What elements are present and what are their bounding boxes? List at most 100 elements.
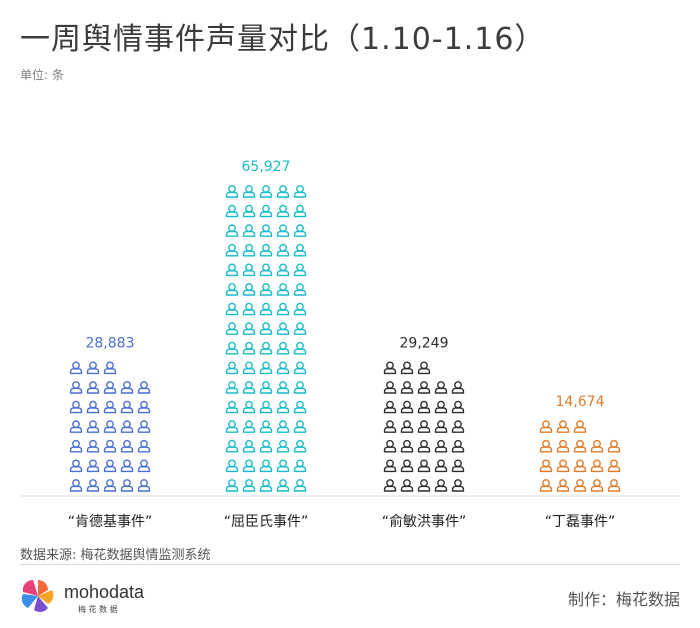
person-icon: [120, 439, 134, 453]
category-label: “屈臣氏事件”: [224, 514, 309, 530]
credit-text: 制作：梅花数据: [567, 590, 680, 609]
person-icon: [120, 459, 134, 473]
person-icon: [556, 439, 570, 453]
person-icon: [573, 439, 587, 453]
value-label: 28,883: [86, 335, 135, 351]
person-icon: [434, 400, 448, 414]
person-icon: [259, 243, 273, 257]
person-icon: [293, 479, 307, 492]
person-icon: [242, 283, 256, 296]
person-icon: [242, 204, 256, 218]
person-icon: [573, 420, 587, 433]
person-icon: [400, 459, 414, 473]
person-icon: [225, 400, 239, 414]
person-icon: [242, 420, 256, 433]
person-icon: [607, 479, 621, 492]
person-icon: [383, 381, 397, 394]
person-icon: [103, 361, 117, 375]
person-icon: [69, 400, 83, 414]
person-icon: [225, 283, 239, 296]
person-icon: [137, 381, 151, 394]
person-icon: [103, 439, 117, 453]
person-icon: [276, 263, 290, 277]
data-source: 数据来源: 梅花数据舆情监测系统: [20, 548, 211, 563]
person-icon: [259, 283, 273, 296]
person-icon: [400, 381, 414, 394]
person-icon: [225, 420, 239, 433]
person-icon: [417, 420, 431, 433]
person-icon: [242, 459, 256, 473]
person-icon: [86, 439, 100, 453]
person-icon: [276, 459, 290, 473]
person-icon: [417, 400, 431, 414]
person-icon: [434, 381, 448, 394]
person-icon: [276, 302, 290, 316]
person-icon: [573, 459, 587, 473]
person-icon: [293, 302, 307, 316]
person-icon: [293, 361, 307, 375]
person-icon: [293, 400, 307, 414]
person-icon: [451, 459, 465, 473]
person-icon: [293, 224, 307, 237]
person-icon: [276, 361, 290, 375]
person-icon: [242, 361, 256, 375]
person-icon: [242, 400, 256, 414]
person-icon: [383, 361, 397, 375]
person-icon: [86, 400, 100, 414]
person-icon: [103, 459, 117, 473]
person-icon: [434, 479, 448, 492]
person-icon: [556, 459, 570, 473]
person-icon: [242, 439, 256, 453]
person-icon: [293, 185, 307, 198]
person-icon: [120, 381, 134, 394]
person-icon: [69, 420, 83, 433]
person-icon: [434, 459, 448, 473]
person-icon: [293, 381, 307, 394]
person-icon: [276, 341, 290, 355]
person-icon: [293, 439, 307, 453]
person-icon: [86, 420, 100, 433]
pinwheel-icon: [21, 579, 54, 612]
person-icon: [225, 224, 239, 237]
category-label: “俞敏洪事件”: [382, 513, 467, 530]
person-icon: [259, 302, 273, 316]
person-icon: [120, 479, 134, 492]
person-icon: [276, 283, 290, 296]
person-icon: [69, 361, 83, 375]
person-icon: [103, 479, 117, 492]
unit-label: 单位: 条: [20, 68, 64, 82]
person-icon: [259, 204, 273, 218]
person-icon: [417, 439, 431, 453]
person-icon: [417, 479, 431, 492]
person-icon: [293, 341, 307, 355]
person-icon: [383, 459, 397, 473]
person-icon: [590, 459, 604, 473]
person-icon: [103, 420, 117, 433]
person-icon: [451, 479, 465, 492]
person-icon: [276, 439, 290, 453]
category-label: “丁磊事件”: [545, 514, 616, 530]
person-icon: [242, 479, 256, 492]
logo-subtitle: 梅 花 数 据: [78, 604, 118, 614]
person-icon: [225, 381, 239, 394]
person-icon: [434, 439, 448, 453]
chart-title: 一周舆情事件声量对比（1.10-1.16）: [20, 22, 546, 57]
person-icon: [103, 381, 117, 394]
person-icon: [137, 420, 151, 433]
person-icon: [539, 479, 553, 492]
person-icon: [573, 479, 587, 492]
person-icon: [242, 322, 256, 335]
person-icon: [607, 459, 621, 473]
value-label: 14,674: [556, 394, 605, 410]
person-icon: [590, 439, 604, 453]
person-icon: [259, 381, 273, 394]
person-icon: [259, 361, 273, 375]
person-icon: [242, 243, 256, 257]
person-icon: [137, 400, 151, 414]
person-icon: [276, 479, 290, 492]
person-icon: [259, 479, 273, 492]
person-icon: [242, 381, 256, 394]
person-icon: [590, 479, 604, 492]
person-icon: [242, 341, 256, 355]
person-icon: [69, 459, 83, 473]
